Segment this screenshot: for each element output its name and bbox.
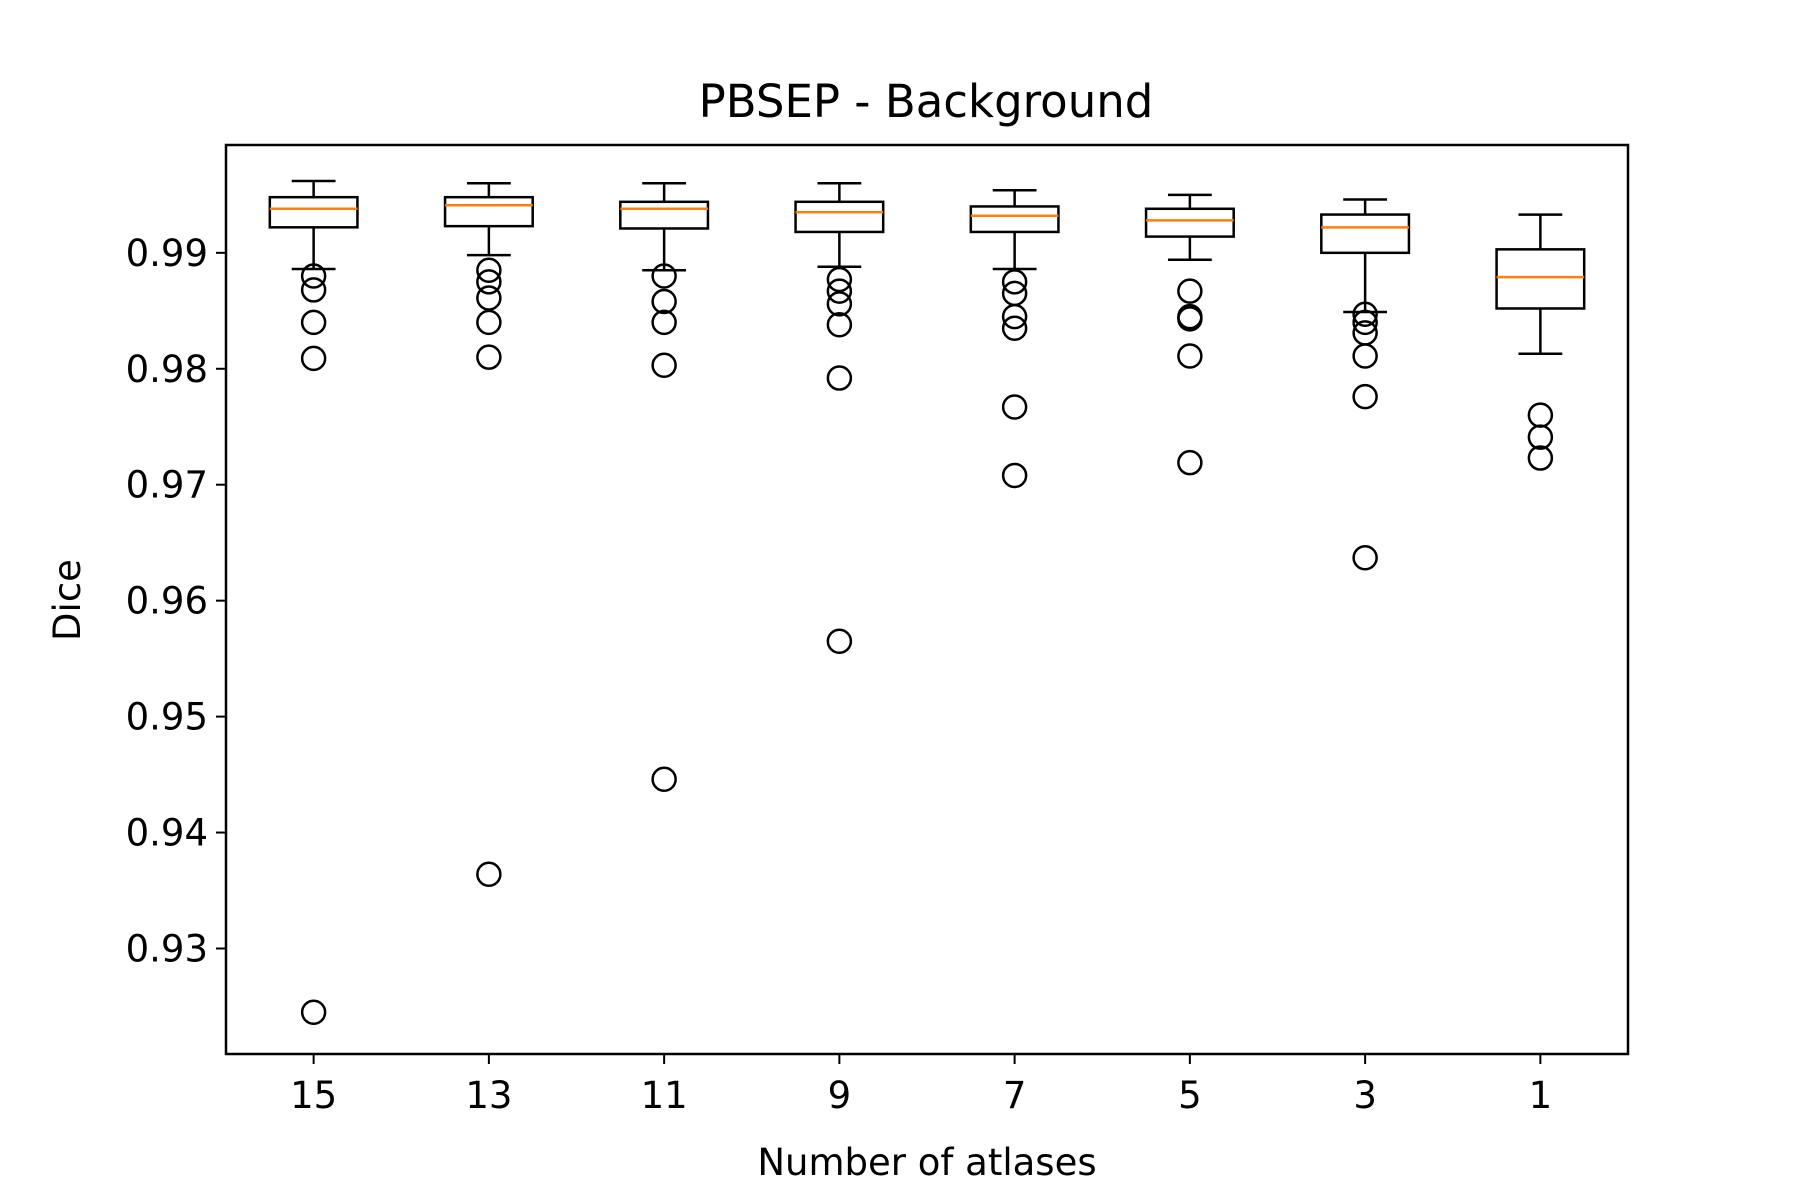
outlier-point [1527,424,1554,450]
outlier-point [826,628,853,654]
outlier-point [300,999,327,1026]
x-tick-label: 7 [1003,1074,1027,1117]
outlier-point [1352,343,1378,369]
outlier-point [300,345,327,372]
outlier-point [1177,343,1203,369]
outlier-point [476,285,502,311]
outlier-point [300,277,327,303]
plot-frame [224,143,1630,1056]
chart-title: PBSEP - Background [699,75,1154,128]
outlier-point [1177,449,1203,476]
outlier-point [1352,383,1378,410]
y-tick-label: 0.96 [126,580,208,623]
box-iqr [794,200,885,234]
outlier-point [826,365,853,391]
x-axis-title: Number of atlases [757,1141,1096,1184]
y-tick-label: 0.94 [126,812,208,855]
x-tick-label: 13 [465,1074,512,1117]
y-tick-label: 0.97 [126,464,208,507]
x-tick-label: 5 [1178,1074,1202,1117]
box-group-13 [443,182,534,888]
y-tick-label: 0.98 [126,348,208,391]
outlier-point [826,266,853,293]
box-iqr [1495,248,1586,310]
y-tick-label: 0.93 [126,927,208,970]
x-tick-label: 3 [1353,1074,1377,1117]
box-group-11 [619,182,710,792]
box-iqr [619,200,710,230]
outlier-point [826,291,853,317]
box-group-5 [1144,193,1235,476]
outlier-point [1177,278,1203,304]
outlier-point [1001,269,1028,295]
box-iqr [1144,207,1235,238]
outlier-point [1001,394,1028,420]
outlier-point [651,288,677,315]
outlier-point [476,309,502,336]
outlier-point [1527,445,1554,471]
outlier-point [1001,315,1028,341]
box-group-15 [268,179,359,1026]
outlier-point [476,269,502,295]
plot-area [268,179,1586,1026]
box-group-3 [1320,198,1411,571]
outlier-point [300,263,327,289]
outlier-point [651,352,677,379]
y-axis-title: Dice [46,559,89,641]
x-tick-label: 1 [1529,1074,1553,1117]
box-iqr [443,195,534,228]
box-iqr [1320,213,1411,255]
x-tick-label: 11 [641,1074,688,1117]
outlier-point [1352,309,1378,336]
box-iqr [268,195,359,229]
y-tick-label: 0.99 [126,232,208,275]
outlier-point [1001,303,1028,330]
outlier-point [1352,545,1378,571]
outlier-point [651,263,677,289]
outlier-point [300,309,327,336]
box-group-7 [969,188,1060,489]
x-tick-label: 15 [290,1074,337,1117]
outlier-point [1352,301,1378,328]
outlier-point [476,344,502,370]
box-group-9 [794,182,885,654]
outlier-point [826,278,853,304]
outlier-point [651,309,677,336]
outlier-point [1001,462,1028,489]
outlier-point [476,257,502,283]
outlier-point [651,766,677,792]
outlier-point [1177,306,1203,332]
y-tick-label: 0.95 [126,696,208,739]
outlier-point [476,861,502,888]
x-tick-label: 9 [828,1074,852,1117]
box-group-1 [1495,213,1586,471]
outlier-point [826,311,853,338]
box-iqr [969,205,1060,234]
axes: 15 13 11 9 7 5 3 1 0.93 0.94 0.95 0.96 0.97 0.98 0.99 [126,232,1553,1117]
